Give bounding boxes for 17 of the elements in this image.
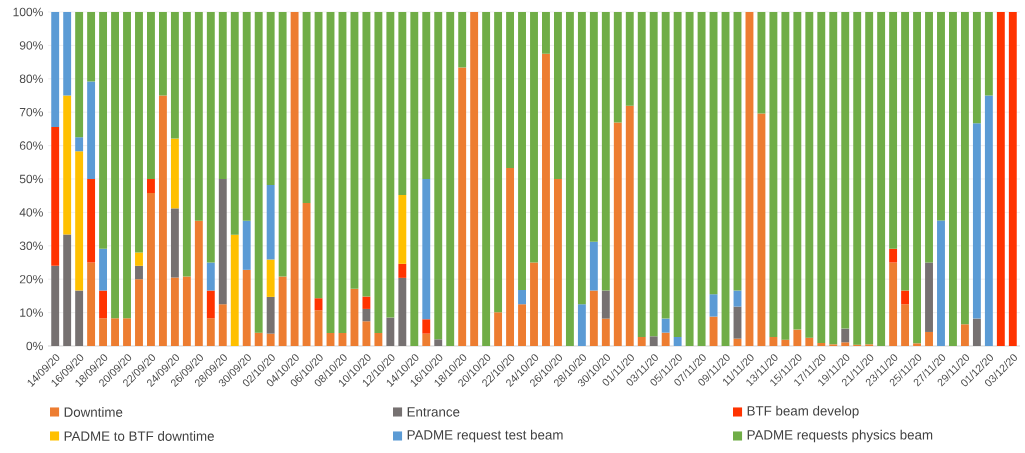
legend-label: BTF beam develop <box>747 405 859 419</box>
y-tick-label: 30% <box>19 241 43 251</box>
y-tick-label: 20% <box>19 274 43 284</box>
y-tick-label: 0% <box>26 341 43 351</box>
y-tick-label: 50% <box>19 174 43 184</box>
legend-label: PADME to BTF downtime <box>64 431 214 441</box>
y-tick-label: 10% <box>20 308 43 317</box>
y-tick-label: 40% <box>19 208 43 217</box>
legend-label: Entrance <box>407 407 460 417</box>
y-tick-label: 70% <box>19 107 43 117</box>
y-tick-label: 90% <box>19 41 43 50</box>
legend-label: Downtime <box>64 407 123 417</box>
y-tick-label: 60% <box>19 141 43 150</box>
legend-label: PADME request test beam <box>407 429 563 443</box>
y-tick-label: 80% <box>19 74 43 84</box>
y-tick-label: 100% <box>13 7 43 17</box>
legend-label: PADME requests physics beam <box>747 429 933 443</box>
